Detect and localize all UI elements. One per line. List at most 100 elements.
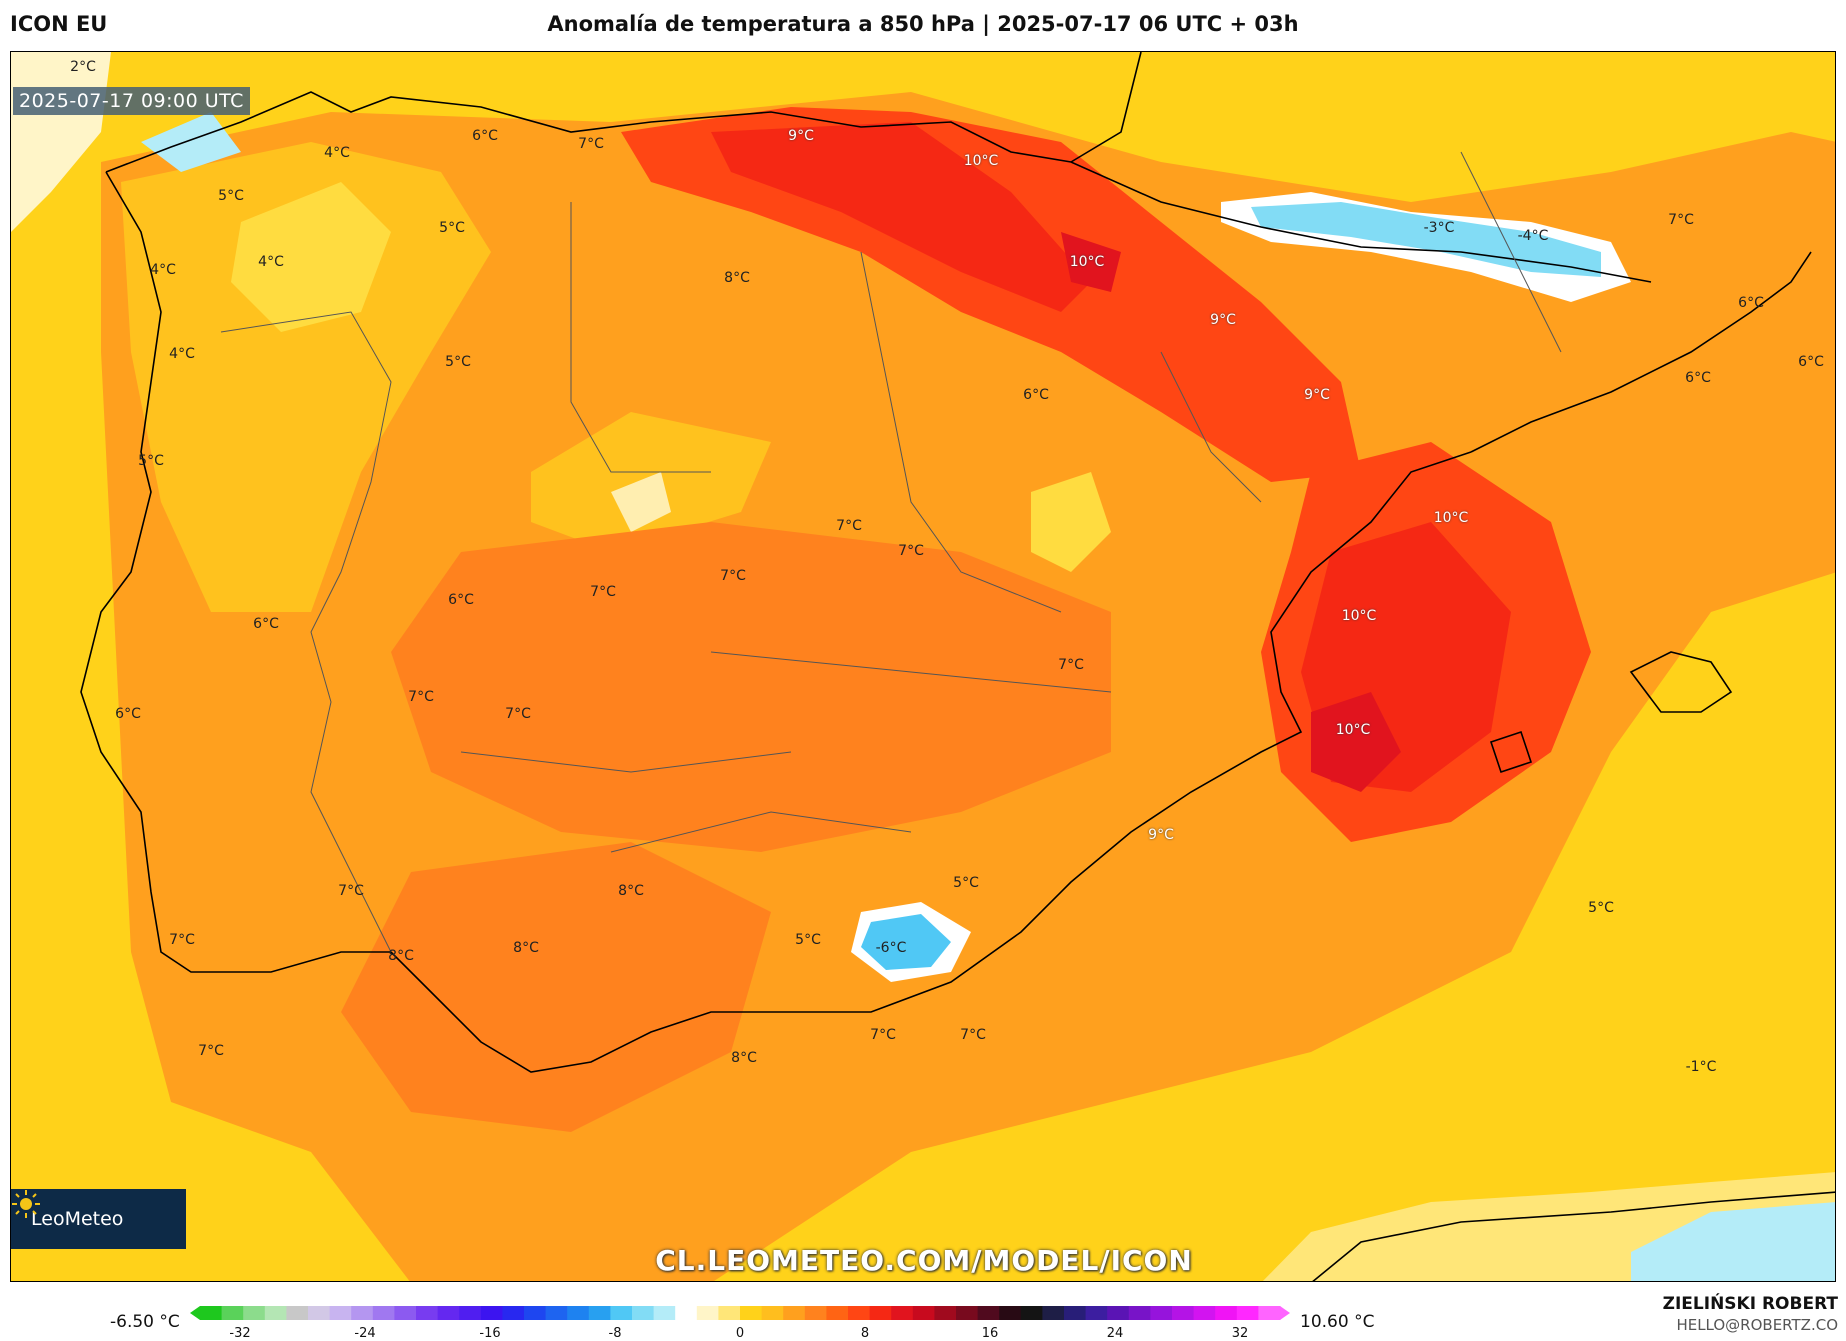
colorbar-segment <box>696 1306 719 1320</box>
temperature-label: 7°C <box>169 932 195 948</box>
temperature-label: 6°C <box>115 706 141 722</box>
temperature-label: 5°C <box>795 932 821 948</box>
temperature-label: 7°C <box>720 568 746 584</box>
colorbar-segment <box>243 1306 266 1320</box>
colorbar-segment <box>1150 1306 1173 1320</box>
colorbar-segment <box>1042 1306 1065 1320</box>
colorbar-segment <box>437 1306 460 1320</box>
colorbar-segment <box>1172 1306 1195 1320</box>
colorbar-tick-label: -8 <box>608 1326 622 1341</box>
colorbar-tick-label: 32 <box>1231 1326 1249 1341</box>
footer: -6.50 °C -32 -24 -16 -8 0 8 16 24 32 10.60 °C ZI… <box>0 1288 1846 1341</box>
colorbar-min-label: -6.50 °C <box>110 1312 180 1332</box>
colorbar-segment <box>869 1306 892 1320</box>
colorbar-max-label: 10.60 °C <box>1300 1312 1375 1332</box>
colorbar-segment <box>351 1306 374 1320</box>
colorbar-segment <box>653 1306 676 1320</box>
temperature-label: 9°C <box>1148 827 1174 843</box>
temperature-label: 4°C <box>169 346 195 362</box>
colorbar-segment <box>1020 1306 1043 1320</box>
colorbar-segment <box>200 1306 223 1320</box>
colorbar-segment <box>1064 1306 1087 1320</box>
colorbar-segment <box>524 1306 547 1320</box>
colorbar-tick-label: -24 <box>354 1326 376 1341</box>
temperature-label: 4°C <box>324 145 350 161</box>
temperature-label: 2°C <box>70 59 96 75</box>
temperature-label: 10°C <box>1341 608 1377 624</box>
temperature-label: 5°C <box>439 220 465 236</box>
colorbar-tick-label: 16 <box>981 1326 999 1341</box>
colorbar-segment <box>804 1306 827 1320</box>
temperature-label: 6°C <box>1685 370 1711 386</box>
colorbar-tick-label: -16 <box>479 1326 501 1341</box>
colorbar-segment <box>826 1306 849 1320</box>
leometeo-logo: LeoMeteo <box>11 1189 186 1249</box>
temperature-label: -6°C <box>875 940 907 956</box>
logo-text: LeoMeteo <box>31 1208 124 1230</box>
temperature-label: 7°C <box>338 883 364 899</box>
temperature-label: -1°C <box>1685 1059 1717 1075</box>
temperature-label: 7°C <box>408 689 434 705</box>
temperature-label: 10°C <box>1069 254 1105 270</box>
temperature-label: 7°C <box>870 1027 896 1043</box>
temperature-label: 6°C <box>1798 354 1824 370</box>
temperature-label: 7°C <box>960 1027 986 1043</box>
colorbar-segment <box>740 1306 763 1320</box>
temperature-label: 9°C <box>788 128 814 144</box>
colorbar-segment <box>891 1306 914 1320</box>
temperature-label: 6°C <box>472 128 498 144</box>
colorbar-segment <box>977 1306 1000 1320</box>
temperature-label: 8°C <box>513 940 539 956</box>
colorbar-segment <box>912 1306 935 1320</box>
colorbar-segment <box>848 1306 871 1320</box>
temperature-label: 6°C <box>448 592 474 608</box>
model-name: ICON EU <box>10 12 108 36</box>
colorbar-segment <box>610 1306 633 1320</box>
author-email: HELLO@ROBERTZ.CO <box>1676 1316 1838 1334</box>
colorbar-min-arrow <box>190 1306 200 1320</box>
colorbar-tick-label: 24 <box>1106 1326 1124 1341</box>
valid-time-badge: 2025-07-17 09:00 UTC <box>13 87 250 115</box>
temperature-label: 7°C <box>198 1043 224 1059</box>
temperature-anomaly-map[interactable]: 2025-07-17 09:00 UTC 2°C 4°C 6°C 7°C 9°C 10°C… <box>10 51 1836 1282</box>
colorbar-segment <box>1236 1306 1259 1320</box>
temperature-label: 5°C <box>138 453 164 469</box>
temperature-label: 5°C <box>953 875 979 891</box>
colorbar-segment <box>502 1306 525 1320</box>
colorbar-tick-label: 8 <box>860 1326 870 1341</box>
temperature-label: 7°C <box>505 706 531 722</box>
map-title: Anomalía de temperatura a 850 hPa | 2025… <box>547 12 1299 36</box>
colorbar-segment <box>545 1306 568 1320</box>
colorbar-segment <box>783 1306 806 1320</box>
temperature-label: 7°C <box>590 584 616 600</box>
colorbar-segment <box>1085 1306 1108 1320</box>
source-watermark: CL.LEOMETEO.COM/MODEL/ICON <box>655 1244 1193 1277</box>
author-name: ZIELIŃSKI ROBERT <box>1662 1294 1838 1314</box>
colorbar-segment <box>1107 1306 1130 1320</box>
temperature-label: 8°C <box>618 883 644 899</box>
temperature-label: 7°C <box>1058 657 1084 673</box>
colorbar-segment <box>761 1306 784 1320</box>
colorbar-segment <box>264 1306 287 1320</box>
colorbar-segment <box>221 1306 244 1320</box>
colorbar-segment <box>588 1306 611 1320</box>
temperature-label: 7°C <box>898 543 924 559</box>
colorbar-segment <box>567 1306 590 1320</box>
colorbar-segment <box>372 1306 395 1320</box>
temperature-label: 10°C <box>1335 722 1371 738</box>
colorbar-segment <box>308 1306 331 1320</box>
colorbar-segment <box>1215 1306 1238 1320</box>
temperature-label: -3°C <box>1423 220 1455 236</box>
temperature-label: 9°C <box>1210 312 1236 328</box>
colorbar-segment <box>1128 1306 1151 1320</box>
map-canvas <box>11 52 1835 1281</box>
temperature-label: -4°C <box>1517 228 1549 244</box>
colorbar-segment <box>934 1306 957 1320</box>
colorbar-segment <box>416 1306 439 1320</box>
temperature-label: 5°C <box>218 188 244 204</box>
temperature-label: 9°C <box>1304 387 1330 403</box>
temperature-label: 6°C <box>1023 387 1049 403</box>
colorbar-segment <box>632 1306 655 1320</box>
colorbar-segment <box>675 1306 698 1320</box>
colorbar-segment <box>394 1306 417 1320</box>
